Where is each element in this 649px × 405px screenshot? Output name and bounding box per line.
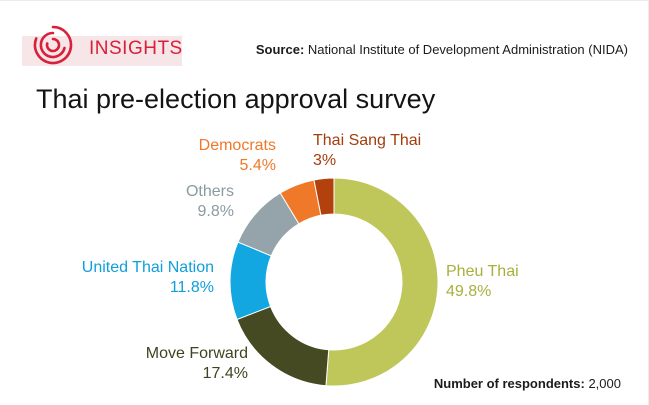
insights-logo-icon: [33, 25, 73, 65]
source-note: Source: National Institute of Developmen…: [256, 42, 628, 57]
respondents-note: Number of respondents: 2,000: [434, 376, 621, 391]
slice-value-label: 9.8%: [198, 203, 234, 220]
slice-label: Thai Sang Thai: [313, 132, 421, 149]
slice-label: Others: [186, 183, 234, 200]
donut-slice-pheu-thai: [325, 177, 439, 387]
slice-label: Move Forward: [146, 345, 248, 362]
source-label: Source:: [255, 42, 305, 57]
slice-value-label: 5.4%: [240, 157, 276, 174]
slice-value-label: 17.4%: [203, 365, 248, 382]
brand-banner: [22, 36, 182, 66]
slice-label: United Thai Nation: [82, 259, 214, 276]
slice-label: Pheu Thai: [446, 263, 519, 280]
slice-label: Democrats: [199, 137, 276, 154]
respondents-value: 2,000: [588, 376, 621, 391]
source-text: National Institute of Development Admini…: [307, 42, 628, 57]
slice-value-label: 3%: [313, 152, 336, 169]
slice-value-label: 11.8%: [170, 279, 214, 296]
respondents-label: Number of respondents:: [433, 376, 585, 391]
donut-slice-move-forward: [236, 305, 330, 387]
donut-slice-thai-sang-thai: [313, 177, 335, 216]
slice-value-label: 49.8%: [446, 283, 491, 300]
brand-name: INSIGHTS: [89, 38, 183, 59]
chart-title: Thai pre-election approval survey: [36, 84, 436, 114]
